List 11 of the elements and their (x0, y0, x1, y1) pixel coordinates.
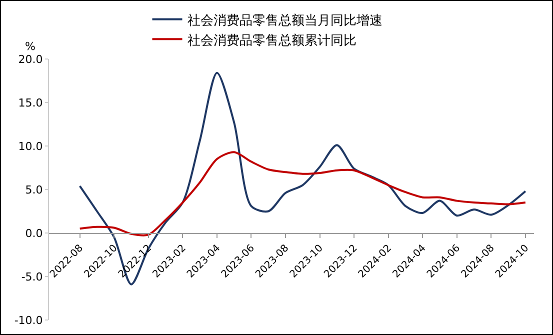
y-tick-label: 5.0 (25, 183, 43, 196)
y-tick-label: 15.0 (18, 96, 43, 110)
line-series (78, 151, 526, 236)
y-tick-label: -10.0 (14, 314, 43, 327)
y-tick-label: 0.0 (25, 226, 43, 240)
y-tick-label: -5.0 (21, 270, 43, 284)
legend-label: 社会消费品零售总额当月同比增速 (187, 13, 382, 28)
y-tick-label: 20.0 (18, 52, 43, 66)
y-axis-title: % (25, 40, 36, 53)
y-tick-label: 10.0 (18, 140, 43, 153)
legend-label: 社会消费品零售总额累计同比 (187, 33, 356, 48)
